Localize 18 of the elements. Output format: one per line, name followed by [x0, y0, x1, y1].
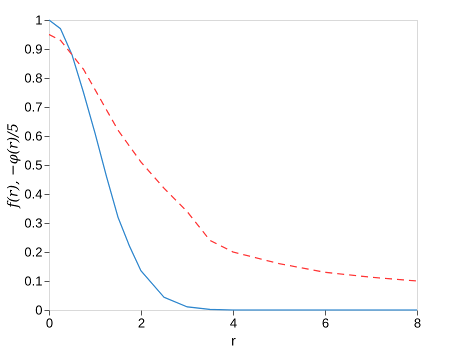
x-axis-title: r	[231, 332, 236, 348]
y-axis-title: f(r), −φ(r)/5	[5, 123, 22, 209]
y-tick-label: 0.7	[24, 100, 42, 114]
y-tick-label: 0.6	[24, 128, 42, 144]
y-tick-label: 0.1	[24, 274, 42, 288]
y-tick-label: 0.3	[24, 216, 42, 230]
x-tick-label: 6	[322, 316, 330, 330]
y-tick-label: 0.5	[24, 158, 42, 172]
y-tick-label: 0	[35, 302, 42, 318]
y-tick-label: 1	[35, 12, 42, 28]
x-tick-label: 0	[46, 316, 54, 330]
x-tick-label: 4	[230, 316, 238, 330]
y-tick-label: 0.9	[24, 42, 42, 56]
y-tick-label: 0.8	[24, 70, 42, 86]
y-tick-label: 0.2	[24, 244, 42, 260]
x-tick-label: 8	[414, 316, 422, 330]
y-tick-label: 0.4	[24, 186, 42, 202]
x-tick-label: 2	[138, 316, 146, 330]
